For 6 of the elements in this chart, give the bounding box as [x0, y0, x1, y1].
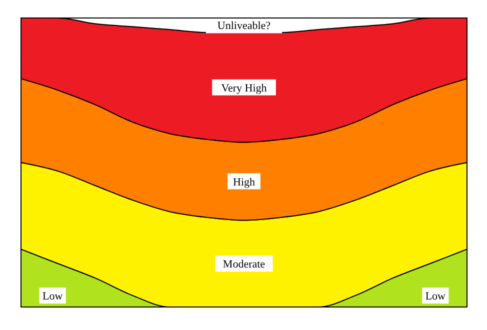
series-label: Very High: [221, 82, 268, 94]
series-label: High: [233, 176, 256, 188]
text: Low: [425, 290, 446, 303]
series-label: Low: [42, 290, 63, 303]
series-label: Unliveable?: [217, 20, 271, 32]
series-label: Moderate: [222, 258, 266, 271]
